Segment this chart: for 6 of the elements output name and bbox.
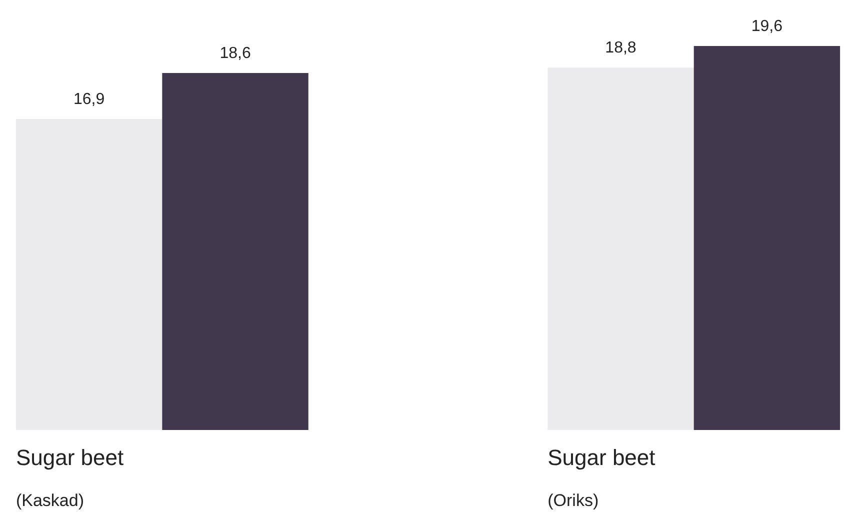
data-label: 19,6 bbox=[751, 18, 783, 35]
category-label: Sugar beet (Oriks) bbox=[548, 445, 656, 510]
category-label: Sugar beet (Kaskad) bbox=[16, 445, 124, 510]
data-label: 16,9 bbox=[73, 90, 105, 108]
data-label: 18,6 bbox=[220, 45, 251, 62]
data-label: 18,8 bbox=[605, 40, 636, 57]
